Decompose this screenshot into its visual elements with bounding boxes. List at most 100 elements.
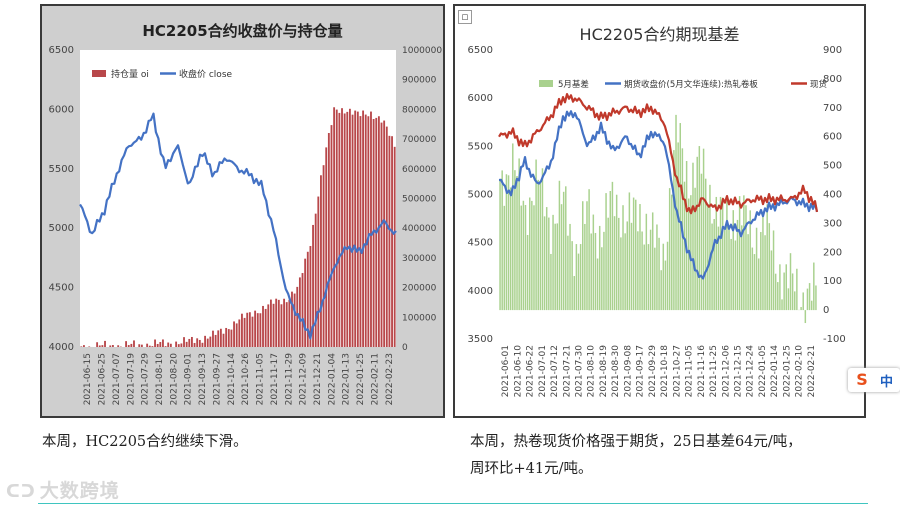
y-left-tick-label: 5500: [49, 164, 74, 175]
bar: [196, 338, 199, 347]
x-tick-label: 2021-07-30: [575, 345, 585, 398]
caption-left: 本周，HC2205合约继续下滑。: [42, 434, 248, 450]
legend-swatch: [539, 80, 553, 87]
bar: [233, 321, 235, 347]
bar: [806, 288, 809, 311]
bar: [325, 147, 328, 347]
bar: [528, 197, 531, 311]
bar: [327, 133, 330, 347]
bar: [611, 181, 614, 311]
bar: [736, 219, 739, 311]
bar: [796, 268, 798, 311]
bar: [201, 342, 204, 347]
x-tick-label: 2021-08-10: [155, 353, 165, 406]
bar: [312, 224, 314, 347]
bar: [288, 299, 291, 347]
bar: [167, 342, 170, 347]
bar: [393, 146, 396, 347]
bar: [204, 335, 207, 347]
bar: [628, 192, 631, 311]
bar: [783, 272, 785, 311]
bar: [637, 231, 639, 311]
bar: [715, 196, 718, 311]
bar: [243, 317, 246, 347]
bar: [509, 187, 512, 311]
image-placeholder-icon: ▫: [458, 10, 472, 24]
bar: [658, 237, 660, 311]
bar: [622, 205, 624, 311]
bar: [341, 108, 343, 347]
y-right-tick-label: 1000000: [402, 46, 442, 56]
bar: [367, 116, 370, 347]
bar: [654, 247, 656, 311]
bar: [690, 195, 692, 311]
bar: [675, 114, 677, 311]
bar: [728, 227, 730, 311]
x-tick-label: 2021-12-24: [746, 345, 756, 398]
bar: [333, 107, 336, 347]
bar: [314, 213, 317, 347]
x-tick-label: 2021-06-15: [83, 353, 93, 405]
x-tick-label: 2022-02-23: [385, 353, 395, 405]
x-tick-label: 2021-11-05: [256, 353, 266, 405]
bar: [594, 232, 597, 311]
watermark-logo-icon: ᑕᑐ: [6, 482, 36, 502]
y-right-tick-label: 200000: [402, 284, 437, 294]
bar: [645, 213, 648, 311]
bar: [755, 227, 758, 311]
bar: [499, 180, 501, 311]
y-right-tick-label: 500000: [402, 195, 437, 205]
bar: [377, 116, 380, 348]
x-tick-label: 2021-12-09: [299, 353, 309, 406]
bar: [721, 197, 724, 311]
input-method-widget[interactable]: S 中: [848, 368, 900, 392]
y-right-tick-label: 100: [823, 276, 842, 287]
bar: [757, 258, 760, 311]
bar: [188, 338, 191, 347]
bar: [577, 253, 580, 311]
bar: [338, 112, 341, 347]
x-tick-label: 2021-11-29: [284, 353, 294, 406]
bar: [804, 310, 807, 324]
y-right-tick-label: 400000: [402, 224, 437, 234]
bar: [275, 298, 278, 347]
bar: [505, 174, 508, 311]
y-right-tick-label: 0: [823, 305, 829, 316]
bar: [272, 303, 275, 347]
chart-title: HC2205合约收盘价与持仓量: [142, 22, 342, 40]
bar: [802, 292, 804, 311]
sogou-logo-icon[interactable]: S: [852, 370, 872, 390]
y-right-tick-label: 900000: [402, 76, 437, 86]
bar: [603, 231, 605, 311]
x-tick-label: 2021-06-22: [526, 345, 536, 397]
bar: [154, 339, 156, 347]
y-right-tick-label: 800000: [402, 105, 437, 115]
bar: [309, 246, 312, 347]
language-toggle[interactable]: 中: [880, 375, 894, 390]
bar: [662, 243, 665, 311]
bar: [133, 340, 135, 347]
bar: [668, 188, 671, 311]
series-line: [79, 112, 397, 340]
bar: [702, 148, 705, 311]
bar: [634, 199, 637, 311]
y-left-tick-label: 5000: [468, 190, 493, 201]
bar: [267, 304, 270, 347]
x-tick-label: 2022-01-04: [327, 353, 337, 406]
bar: [507, 175, 510, 311]
bar: [380, 122, 383, 347]
bar: [343, 113, 346, 347]
bar: [264, 308, 267, 347]
bar: [180, 343, 183, 347]
bar: [235, 323, 238, 347]
bar: [738, 196, 741, 311]
bar: [111, 345, 114, 347]
bar: [104, 340, 106, 347]
bar: [560, 204, 563, 311]
bar: [592, 214, 595, 311]
bar: [545, 207, 548, 311]
y-left-tick-label: 6500: [49, 45, 74, 56]
x-tick-label: 2021-09-27: [212, 353, 222, 405]
y-right-tick-label: 400: [823, 190, 842, 201]
bar: [762, 213, 764, 311]
